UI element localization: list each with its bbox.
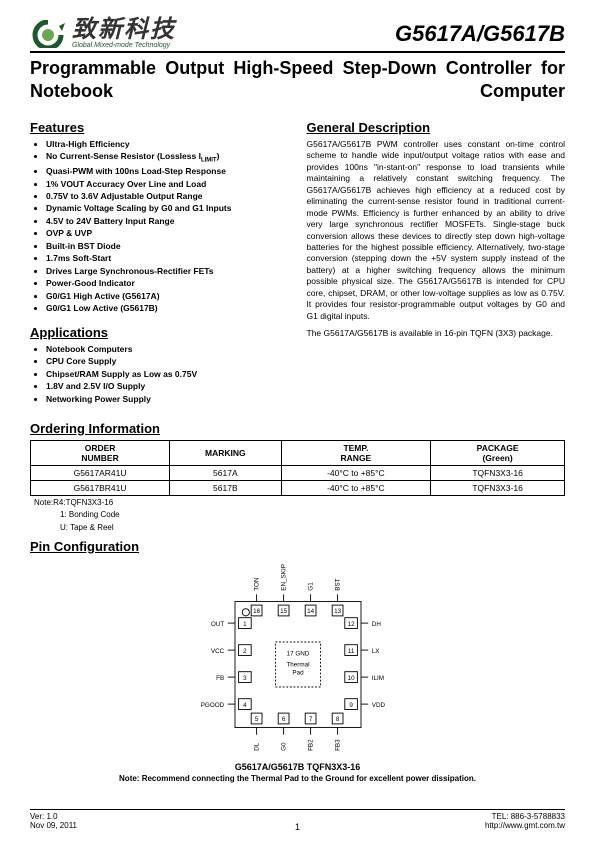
ordering-row: G5617AR41U5617A-40°C to +85°CTQFN3X3-16: [31, 466, 565, 481]
svg-text:12: 12: [347, 621, 355, 628]
feature-item: Ultra-High Efficiency: [46, 139, 289, 150]
ordering-table: ORDERNUMBERMARKINGTEMP.RANGEPACKAGE(Gree…: [30, 440, 565, 496]
svg-text:17 GND: 17 GND: [286, 651, 309, 658]
svg-text:13: 13: [334, 608, 342, 615]
application-item: CPU Core Supply: [46, 356, 289, 367]
ordering-row: G5617BR41U5617B-40°C to +85°CTQFN3X3-16: [31, 481, 565, 496]
footer: Ver: 1.0 TEL: 886-3-5788833 Nov 09, 2011…: [30, 809, 565, 830]
applications-list: Notebook ComputersCPU Core Supply Chipset…: [30, 344, 289, 405]
feature-item: Built-in BST Diode: [46, 241, 289, 252]
ordering-col: MARKING: [170, 441, 281, 466]
feature-item: G0/G1 Low Active (G5617B): [46, 303, 289, 314]
svg-text:2: 2: [243, 648, 247, 655]
svg-text:VDD: VDD: [371, 702, 385, 709]
part-number: G5617A/G5617B: [395, 21, 565, 47]
description-p2: The G5617A/G5617B is available in 16-pin…: [307, 328, 566, 339]
svg-text:FB: FB: [216, 675, 224, 682]
svg-text:G0: G0: [280, 742, 287, 751]
svg-text:1: 1: [243, 621, 247, 628]
svg-text:PGOOD: PGOOD: [200, 702, 224, 709]
svg-text:9: 9: [349, 702, 353, 709]
features-list: Ultra-High EfficiencyNo Current-Sense Re…: [30, 139, 289, 315]
pin-diagram: 17 GND Thermal Pad 1 OUT 2 VCC 3 FB 4 PGOOD 12 D…: [163, 560, 433, 760]
svg-text:5: 5: [254, 716, 258, 723]
ordering-cell: TQFN3X3-16: [431, 466, 565, 481]
ordering-heading: Ordering Information: [30, 421, 565, 436]
ordering-note: Note:R4:TQFN3X3-16: [34, 498, 565, 508]
svg-text:ILIM: ILIM: [371, 675, 383, 682]
feature-item: G0/G1 High Active (G5617A): [46, 291, 289, 302]
svg-text:OUT: OUT: [210, 621, 223, 628]
application-item: Networking Power Supply: [46, 394, 289, 405]
svg-text:Pad: Pad: [292, 670, 304, 677]
footer-ver: Ver: 1.0: [30, 812, 58, 821]
ordering-note: U: Tape & Reel: [34, 523, 565, 533]
application-item: Chipset/RAM Supply as Low as 0.75V: [46, 369, 289, 380]
footer-tel: TEL: 886-3-5788833: [492, 812, 565, 821]
page-title: Programmable Output High-Speed Step-Down…: [30, 57, 565, 104]
svg-text:EN_SKIP: EN_SKIP: [280, 564, 287, 591]
pin-note: Note: Recommend connecting the Thermal P…: [30, 774, 565, 783]
feature-item: Drives Large Synchronous-Rectifier FETs: [46, 266, 289, 277]
svg-text:DH: DH: [371, 621, 381, 628]
svg-text:FB3: FB3: [334, 739, 341, 751]
applications-heading: Applications: [30, 325, 289, 340]
feature-item: 1% VOUT Accuracy Over Line and Load: [46, 179, 289, 190]
svg-text:LX: LX: [371, 648, 380, 655]
ordering-cell: TQFN3X3-16: [431, 481, 565, 496]
svg-text:G1: G1: [307, 582, 314, 591]
pinconfig-heading: Pin Configuration: [30, 539, 565, 554]
application-item: 1.8V and 2.5V I/O Supply: [46, 381, 289, 392]
svg-text:BST: BST: [334, 578, 341, 590]
description-p1: G5617A/G5617B PWM controller uses consta…: [307, 139, 566, 323]
svg-text:FB2: FB2: [307, 739, 314, 751]
ordering-cell: 5617A: [170, 466, 281, 481]
features-heading: Features: [30, 120, 289, 135]
svg-text:16: 16: [253, 608, 261, 615]
feature-item: 1.7ms Soft-Start: [46, 253, 289, 264]
svg-text:6: 6: [281, 716, 285, 723]
logo-block: 致新科技 Global Mixed-mode Technology: [30, 18, 176, 49]
page-number: 1: [30, 822, 565, 832]
ordering-cell: 5617B: [170, 481, 281, 496]
svg-text:8: 8: [335, 716, 339, 723]
ordering-cell: -40°C to +85°C: [281, 466, 431, 481]
feature-item: Power-Good Indicator: [46, 278, 289, 289]
description-heading: General Description: [307, 120, 566, 135]
svg-text:TON: TON: [253, 577, 260, 591]
ordering-cell: G5617BR41U: [31, 481, 170, 496]
ordering-cell: G5617AR41U: [31, 466, 170, 481]
feature-item: 0.75V to 3.6V Adjustable Output Range: [46, 191, 289, 202]
logo-icon: [30, 20, 66, 48]
svg-text:14: 14: [307, 608, 315, 615]
svg-text:15: 15: [280, 608, 288, 615]
feature-item: 4.5V to 24V Battery Input Range: [46, 216, 289, 227]
ordering-cell: -40°C to +85°C: [281, 481, 431, 496]
svg-text:7: 7: [308, 716, 312, 723]
logo-cn-text: 致新科技: [72, 18, 176, 42]
svg-text:3: 3: [243, 675, 247, 682]
ordering-col: ORDERNUMBER: [31, 441, 170, 466]
ordering-col: PACKAGE(Green): [431, 441, 565, 466]
header: 致新科技 Global Mixed-mode Technology G5617A…: [30, 18, 565, 53]
ordering-col: TEMP.RANGE: [281, 441, 431, 466]
svg-text:Thermal: Thermal: [286, 661, 309, 668]
pin-caption: G5617A/G5617B TQFN3X3-16: [30, 762, 565, 772]
ordering-note: 1: Bonding Code: [34, 510, 565, 520]
svg-text:DL: DL: [253, 743, 260, 752]
svg-text:4: 4: [243, 702, 247, 709]
application-item: Notebook Computers: [46, 344, 289, 355]
logo-sub-text: Global Mixed-mode Technology: [72, 42, 176, 49]
feature-item: OVP & UVP: [46, 228, 289, 239]
svg-text:VCC: VCC: [210, 648, 224, 655]
feature-item: Dynamic Voltage Scaling by G0 and G1 Inp…: [46, 203, 289, 214]
feature-item: Quasi-PWM with 100ns Load-Step Response: [46, 166, 289, 177]
svg-text:11: 11: [347, 648, 354, 655]
feature-item: No Current-Sense Resistor (Lossless ILIM…: [46, 151, 289, 165]
svg-text:10: 10: [347, 675, 355, 682]
